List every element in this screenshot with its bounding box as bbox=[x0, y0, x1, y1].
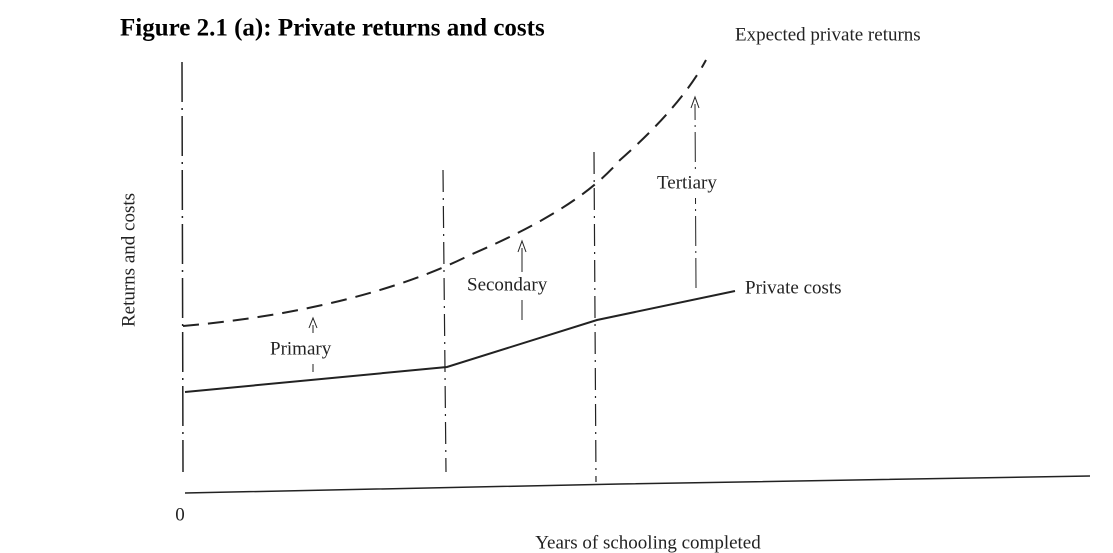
costs-label: Private costs bbox=[745, 277, 842, 298]
stage-label: Primary bbox=[270, 338, 332, 359]
origin-label: 0 bbox=[175, 504, 185, 525]
stage-label: Tertiary bbox=[657, 172, 717, 193]
returns-label: Expected private returns bbox=[735, 24, 921, 45]
arrow-head bbox=[517, 239, 527, 253]
arrow-head bbox=[308, 316, 318, 329]
divider bbox=[442, 169, 447, 473]
drawing bbox=[181, 59, 1091, 494]
label-bg bbox=[265, 338, 365, 364]
y-axis bbox=[181, 61, 184, 473]
arrow-head bbox=[690, 95, 700, 109]
x-axis bbox=[184, 475, 1091, 494]
x-axis-label: Years of schooling completed bbox=[535, 532, 761, 553]
stage-label: Secondary bbox=[467, 274, 548, 295]
divider bbox=[593, 151, 597, 483]
title: Figure 2.1 (a): Private returns and cost… bbox=[120, 15, 545, 42]
y-axis-label: Returns and costs bbox=[118, 193, 139, 327]
costs-line bbox=[184, 290, 736, 393]
label-bg bbox=[652, 170, 742, 198]
returns-curve bbox=[182, 59, 707, 327]
label-bg bbox=[462, 272, 586, 300]
